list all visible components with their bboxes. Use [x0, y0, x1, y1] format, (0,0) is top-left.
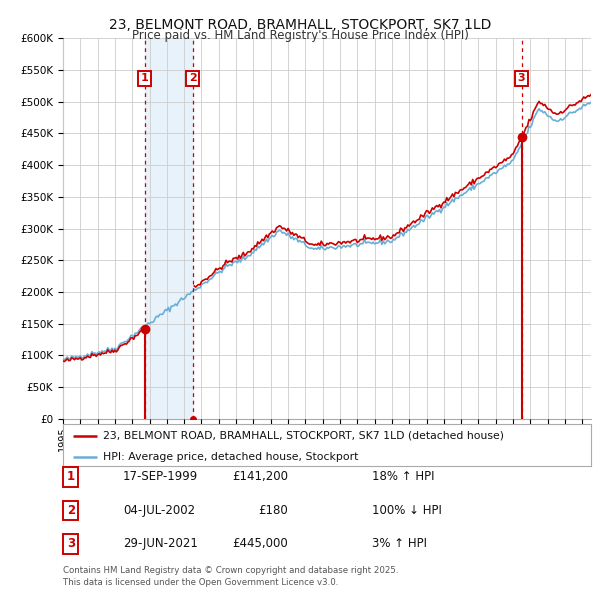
Text: 3: 3: [67, 537, 75, 550]
Text: 1: 1: [67, 470, 75, 483]
Text: Contains HM Land Registry data © Crown copyright and database right 2025.
This d: Contains HM Land Registry data © Crown c…: [63, 566, 398, 587]
Text: 1: 1: [140, 73, 148, 83]
Text: HPI: Average price, detached house, Stockport: HPI: Average price, detached house, Stoc…: [103, 452, 358, 462]
Text: 17-SEP-1999: 17-SEP-1999: [123, 470, 198, 483]
Text: £180: £180: [258, 504, 288, 517]
Text: 29-JUN-2021: 29-JUN-2021: [123, 537, 198, 550]
Text: 2: 2: [67, 504, 75, 517]
Bar: [145, 38, 193, 419]
Text: 23, BELMONT ROAD, BRAMHALL, STOCKPORT, SK7 1LD: 23, BELMONT ROAD, BRAMHALL, STOCKPORT, S…: [109, 18, 491, 32]
Text: 2: 2: [189, 73, 197, 83]
Text: 23, BELMONT ROAD, BRAMHALL, STOCKPORT, SK7 1LD (detached house): 23, BELMONT ROAD, BRAMHALL, STOCKPORT, S…: [103, 431, 503, 441]
Text: £141,200: £141,200: [232, 470, 288, 483]
Text: 18% ↑ HPI: 18% ↑ HPI: [372, 470, 434, 483]
Text: 3: 3: [518, 73, 526, 83]
Text: 3% ↑ HPI: 3% ↑ HPI: [372, 537, 427, 550]
Text: 04-JUL-2002: 04-JUL-2002: [123, 504, 195, 517]
Text: 100% ↓ HPI: 100% ↓ HPI: [372, 504, 442, 517]
Text: £445,000: £445,000: [232, 537, 288, 550]
Text: Price paid vs. HM Land Registry's House Price Index (HPI): Price paid vs. HM Land Registry's House …: [131, 30, 469, 42]
